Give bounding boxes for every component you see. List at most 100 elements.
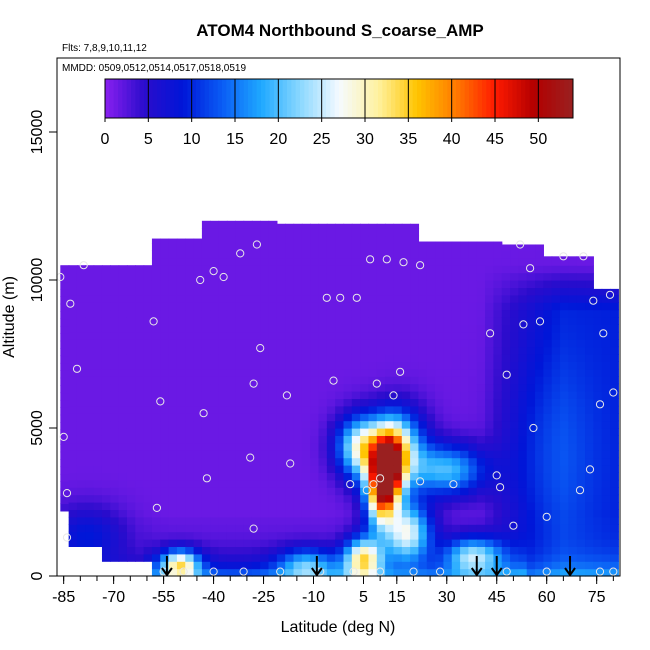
heatmap-cell [110, 450, 120, 459]
heatmap-cell [243, 257, 253, 266]
heatmap-cell [118, 516, 128, 525]
heatmap-cell [60, 355, 70, 364]
heatmap-cell [510, 346, 519, 355]
heatmap-cell [510, 354, 519, 362]
heatmap-cell [451, 457, 461, 466]
heatmap-cell [226, 228, 236, 237]
heatmap-cell [68, 287, 78, 296]
heatmap-cell [110, 524, 120, 533]
heatmap-cell [318, 568, 328, 577]
heatmap-cell [210, 546, 220, 555]
heatmap-cell [418, 413, 428, 422]
heatmap-cell [168, 287, 178, 296]
heatmap-cell [426, 272, 436, 281]
heatmap-cell [101, 354, 111, 362]
heatmap-cell [185, 568, 195, 577]
heatmap-cell [385, 361, 395, 370]
heatmap-cell [493, 487, 503, 496]
heatmap-cell [576, 502, 586, 510]
heatmap-cell [418, 524, 428, 533]
heatmap-cell [276, 539, 286, 547]
heatmap-cell [435, 531, 445, 540]
heatmap-cell [476, 472, 486, 481]
heatmap-cell [601, 309, 611, 318]
heatmap-cell [601, 442, 611, 451]
heatmap-cell [468, 502, 478, 510]
heatmap-cell [260, 487, 270, 496]
heatmap-cell [518, 531, 528, 540]
heatmap-cell [310, 368, 320, 377]
heatmap-cell [460, 331, 470, 340]
heatmap-cell [351, 223, 361, 229]
heatmap-cell [551, 383, 561, 392]
heatmap-cell [251, 546, 261, 555]
heatmap-cell [168, 317, 178, 325]
heatmap-cell [368, 465, 378, 473]
heatmap-cell [101, 546, 111, 555]
heatmap-cell [585, 487, 594, 496]
heatmap-cell [343, 487, 353, 496]
heatmap-cell [201, 287, 211, 296]
heatmap-cell [551, 524, 561, 533]
heatmap-cell [551, 294, 561, 303]
heatmap-cell [393, 272, 403, 281]
heatmap-cell [235, 516, 245, 525]
heatmap-cell [485, 516, 495, 525]
heatmap-cell [426, 420, 436, 429]
colorbar-segment [430, 79, 435, 118]
sample-marker [382, 255, 391, 264]
heatmap-cell [318, 235, 328, 244]
heatmap-cell [518, 405, 528, 414]
heatmap-cell [318, 509, 328, 518]
heatmap-cell [193, 465, 203, 473]
heatmap-cell [443, 391, 453, 399]
heatmap-cell [118, 339, 128, 348]
heatmap-cell [276, 405, 286, 414]
heatmap-cell [585, 546, 594, 555]
heatmap-cell [293, 516, 303, 525]
heatmap-cell [610, 376, 619, 385]
heatmap-cell [226, 457, 236, 466]
heatmap-cell [268, 228, 278, 237]
heatmap-cell [310, 524, 320, 533]
heatmap-cell [568, 376, 578, 385]
heatmap-cell [335, 442, 345, 451]
heatmap-cell [268, 450, 278, 459]
heatmap-cell [376, 546, 386, 555]
heatmap-cell [435, 257, 445, 266]
heatmap-cell [310, 228, 320, 237]
heatmap-cell [268, 413, 278, 422]
heatmap-cell [135, 383, 145, 392]
heatmap-cell [226, 472, 236, 481]
heatmap-cell [376, 494, 386, 503]
heatmap-cell [235, 405, 245, 414]
heatmap-cell [268, 272, 278, 281]
heatmap-cell [443, 568, 453, 577]
heatmap-cell [501, 324, 511, 333]
heatmap-cell [376, 442, 386, 451]
colorbar-segment [252, 79, 258, 118]
heatmap-cell [343, 479, 353, 488]
heatmap-cell [185, 250, 195, 259]
heatmap-cell [535, 546, 544, 555]
heatmap-cell [418, 309, 428, 318]
heatmap-cell [485, 265, 495, 274]
heatmap-cell [168, 272, 178, 281]
heatmap-cell [76, 294, 86, 303]
colorbar-segment [425, 79, 431, 118]
heatmap-cell [485, 243, 495, 251]
heatmap-cell [585, 420, 594, 429]
heatmap-cell [60, 459, 70, 468]
heatmap-cell [510, 376, 519, 385]
heatmap-cell [101, 539, 111, 547]
heatmap-cell [501, 265, 511, 274]
heatmap-cell [435, 250, 445, 259]
heatmap-cell [543, 256, 553, 259]
heatmap-cell [251, 272, 261, 281]
heatmap-cell [135, 531, 145, 540]
heatmap-cell [68, 494, 78, 503]
heatmap-cell [268, 539, 278, 547]
heatmap-cell [435, 546, 445, 555]
heatmap-cell [401, 553, 411, 562]
heatmap-cell [151, 339, 161, 348]
